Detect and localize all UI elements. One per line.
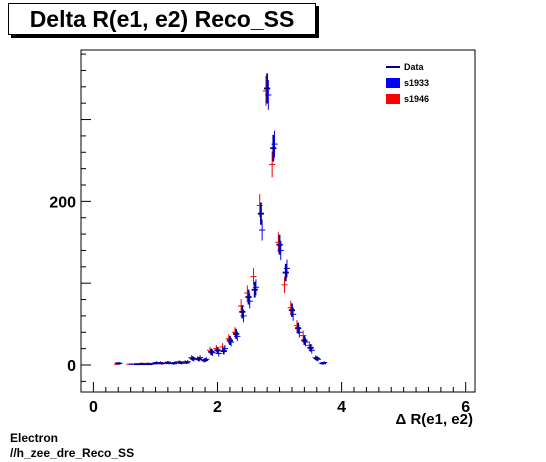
data-point [201, 358, 209, 363]
x-tick-label: 2 [213, 399, 222, 416]
plot-frame [80, 49, 476, 393]
footer-category: Electron [10, 431, 59, 445]
data-point [158, 362, 165, 365]
data-point [245, 289, 252, 305]
data-point [164, 361, 171, 364]
data-point [195, 357, 202, 362]
series-Data [115, 73, 327, 366]
legend-label: Data [404, 62, 425, 72]
y-tick-label: 0 [67, 358, 76, 375]
chart-title: Delta R(e1, e2) Reco_SS [8, 3, 316, 35]
y-tick-label: 200 [49, 194, 76, 211]
data-point [146, 363, 153, 366]
data-point [259, 219, 266, 241]
data-point [264, 73, 271, 104]
legend-item-s1933: s1933 [386, 78, 429, 88]
legend-item-Data: Data [386, 62, 425, 72]
data-point [239, 305, 246, 319]
data-point [233, 328, 240, 339]
data-point [281, 276, 288, 293]
data-point [313, 356, 320, 361]
legend-box-swatch [386, 78, 400, 88]
legend-label: s1933 [404, 78, 429, 88]
legend: Data s1933 s1946 [386, 62, 429, 104]
footer-histogram-path: //h_zee_dre_Reco_SS [10, 446, 135, 460]
data-point [276, 234, 283, 255]
data-point [270, 134, 277, 162]
data-point [189, 356, 196, 361]
data-point [177, 361, 184, 364]
data-point [307, 344, 314, 352]
data-point [251, 281, 258, 298]
legend-label: s1946 [404, 94, 429, 104]
data-point [295, 322, 302, 334]
data-point [115, 362, 122, 365]
y-axis: 0 200 [49, 53, 91, 382]
data-point [226, 335, 234, 345]
data-point [300, 330, 307, 341]
data-marks [113, 73, 328, 366]
data-point [170, 362, 178, 365]
data-point [214, 346, 221, 354]
x-axis-label: Δ R(e1, e2) [396, 411, 473, 428]
legend-item-s1946: s1946 [386, 94, 429, 104]
data-point [183, 361, 190, 364]
data-point [319, 362, 327, 365]
data-point [282, 263, 289, 282]
data-point [139, 363, 147, 366]
x-tick-label: 4 [337, 399, 346, 416]
data-point [250, 268, 257, 286]
x-tick-label: 6 [461, 399, 470, 416]
data-point [208, 348, 215, 356]
data-point [288, 303, 296, 317]
data-point [269, 151, 276, 178]
x-axis: 0 2 4 6 [89, 382, 470, 416]
data-point [133, 363, 140, 366]
data-point [152, 362, 159, 365]
data-point [301, 335, 308, 345]
data-point [257, 202, 265, 225]
data-point [220, 347, 227, 355]
legend-box-swatch [386, 94, 400, 104]
x-tick-label: 0 [89, 399, 98, 416]
